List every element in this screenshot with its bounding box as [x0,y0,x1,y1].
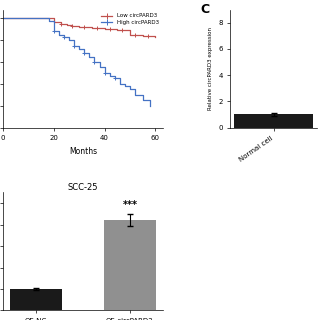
Legend: Low circPARD3, High circPARD3: Low circPARD3, High circPARD3 [100,12,160,26]
Bar [11,289,62,310]
Bar [235,115,313,128]
X-axis label: Months: Months [69,147,97,156]
Text: ***: *** [122,200,137,211]
Y-axis label: Relative circPARD3 expression: Relative circPARD3 expression [208,27,213,110]
Text: C: C [200,3,209,16]
Bar [104,220,156,310]
Title: SCC-25: SCC-25 [68,183,98,192]
